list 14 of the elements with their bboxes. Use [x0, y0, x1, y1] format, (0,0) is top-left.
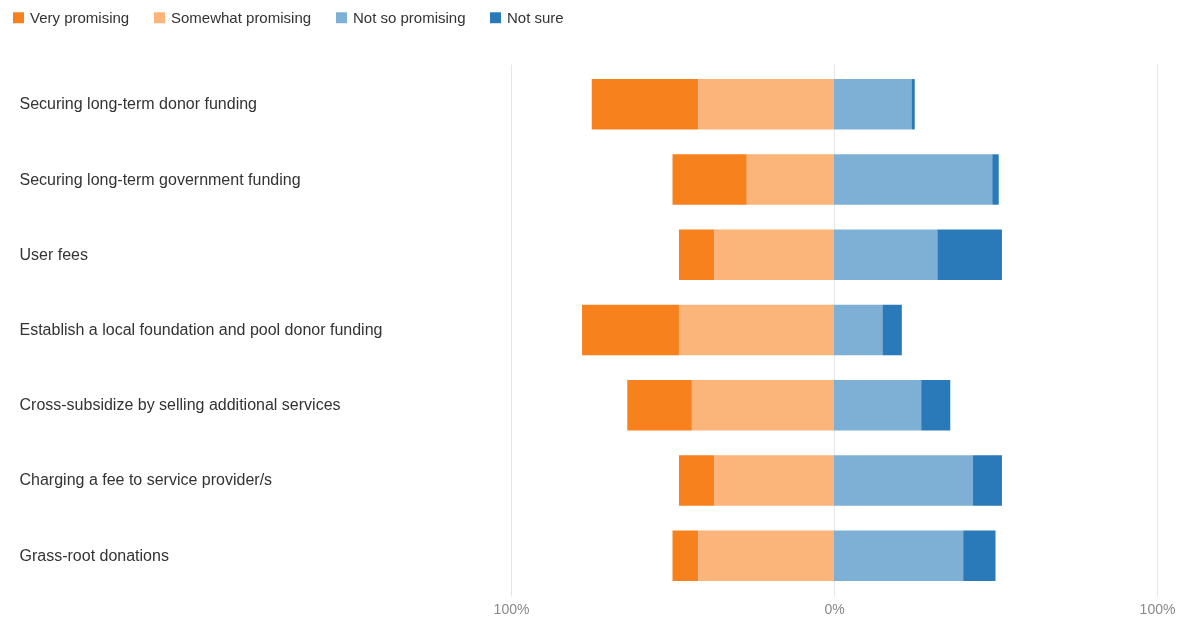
legend-label: Very promising	[30, 8, 130, 26]
legend-label: Somewhat promising	[171, 8, 312, 26]
y-tick-label: Securing long-term donor funding	[19, 95, 257, 113]
legend-label: Not so promising	[353, 8, 466, 26]
y-tick-label: Charging a fee to service provider/s	[19, 471, 273, 489]
x-tick-label: 0%	[824, 600, 845, 617]
x-tick-label: 100%	[1139, 600, 1176, 617]
y-tick-label: Cross-subsidize by selling additional services	[19, 396, 341, 414]
y-tick-label: Establish a local foundation and pool donor funding	[19, 321, 383, 338]
x-tick-label: 100%	[493, 600, 530, 617]
legend-label: Not sure	[507, 8, 564, 26]
y-tick-label: Grass-root donations	[19, 546, 169, 564]
y-tick-label: User fees	[19, 245, 88, 263]
y-tick-label: Securing long-term government funding	[19, 170, 301, 188]
